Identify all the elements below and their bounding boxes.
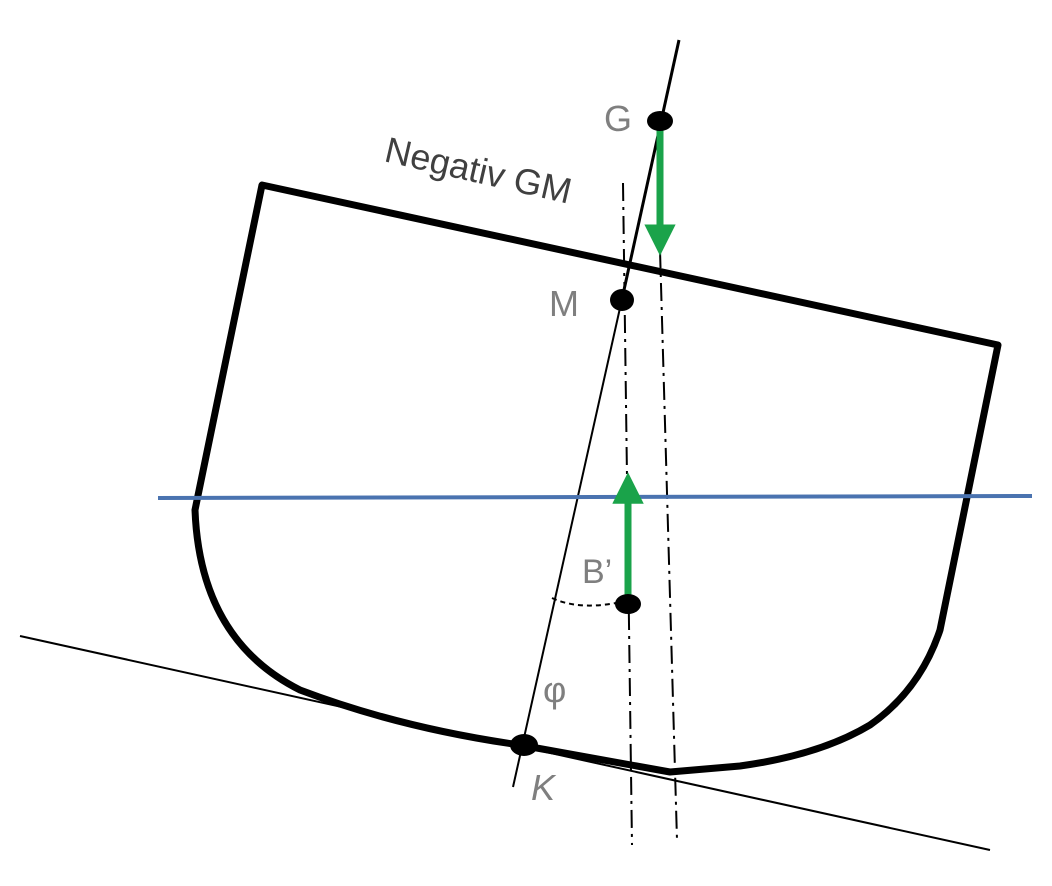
point-m (610, 289, 634, 311)
label-m: M (549, 283, 579, 324)
centerline-upper (620, 39, 681, 300)
label-k: K (531, 767, 557, 808)
point-b (615, 594, 641, 614)
gravity-vertical (659, 249, 678, 841)
ship-centerline (512, 298, 623, 788)
label-phi: φ (543, 669, 566, 710)
diagram-title: Negativ GM (381, 129, 575, 212)
waterline (157, 494, 1033, 500)
point-k (510, 734, 538, 756)
heel-angle-arc (551, 597, 617, 607)
hull-outline (191, 181, 1002, 776)
label-g: G (604, 98, 632, 139)
point-g (647, 111, 673, 131)
label-b: B’ (582, 553, 612, 591)
